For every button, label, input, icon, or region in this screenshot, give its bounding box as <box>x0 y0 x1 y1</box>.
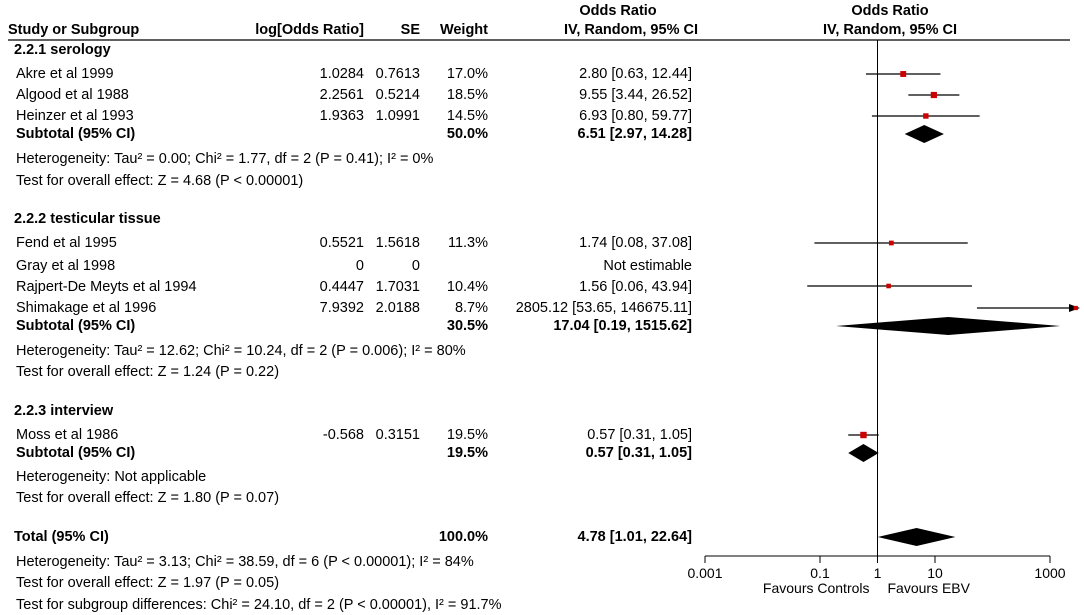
study-ci: 1.74 [0.08, 37.08] <box>579 235 692 251</box>
group-title: 2.2.2 testicular tissue <box>14 211 161 227</box>
subtotal-ci: 0.57 [0.31, 1.05] <box>585 445 692 461</box>
favours-right-label: Favours EBV <box>888 580 971 596</box>
study-ci: 6.93 [0.80, 59.77] <box>579 108 692 124</box>
overall-effect-text: Test for overall effect: Z = 1.80 (P = 0… <box>16 490 280 506</box>
plot-header-top: Odds Ratio <box>851 3 929 19</box>
overall-effect-text: Test for overall effect: Z = 4.68 (P < 0… <box>16 173 304 189</box>
total-weight: 100.0% <box>438 529 488 545</box>
study-se: 1.0991 <box>375 108 420 124</box>
or-header-top: Odds Ratio <box>579 3 657 19</box>
study-name: Fend et al 1995 <box>16 235 117 251</box>
study-header: Study or Subgroup <box>8 22 140 38</box>
study-name: Moss et al 1986 <box>16 427 119 443</box>
study-logor: 0 <box>355 258 364 274</box>
subtotal-label: Subtotal (95% CI) <box>16 126 136 142</box>
study-se: 0.3151 <box>375 427 420 443</box>
study-name: Algood et al 1988 <box>16 87 129 103</box>
subtotal-weight: 30.5% <box>446 318 488 334</box>
total-label: Total (95% CI) <box>14 529 109 545</box>
study-se: 0.7613 <box>375 66 420 82</box>
overall-effect-text: Test for overall effect: Z = 1.24 (P = 0… <box>16 364 280 380</box>
study-square <box>860 431 867 439</box>
study-logor: 2.2561 <box>319 87 364 103</box>
subtotal-label: Subtotal (95% CI) <box>16 445 136 461</box>
total-ci: 4.78 [1.01, 22.64] <box>577 529 692 545</box>
subtotal-ci: 6.51 [2.97, 14.28] <box>577 126 692 142</box>
total-overall-effect-text: Test for overall effect: Z = 1.97 (P = 0… <box>16 575 280 591</box>
study-logor: 0.4447 <box>319 279 364 295</box>
study-name: Akre et al 1999 <box>16 66 114 82</box>
heterogeneity-text: Heterogeneity: Not applicable <box>16 469 207 485</box>
x-tick-label: 1000 <box>1034 565 1065 581</box>
study-ci: 9.55 [3.44, 26.52] <box>579 87 692 103</box>
subtotal-label: Subtotal (95% CI) <box>16 318 136 334</box>
se-header: SE <box>400 22 420 38</box>
study-ci: 0.57 [0.31, 1.05] <box>587 427 692 443</box>
heterogeneity-text: Heterogeneity: Tau² = 0.00; Chi² = 1.77,… <box>16 151 434 167</box>
summary-diamond <box>836 317 1061 335</box>
study-se: 0.5214 <box>375 87 420 103</box>
study-name: Heinzer et al 1993 <box>16 108 134 124</box>
study-weight: 11.3% <box>447 235 488 251</box>
study-square <box>930 91 937 99</box>
study-square <box>888 240 894 246</box>
x-tick-label: 10 <box>927 565 943 581</box>
subtotal-weight: 19.5% <box>446 445 488 461</box>
study-se: 0 <box>411 258 420 274</box>
group-title: 2.2.3 interview <box>14 403 114 419</box>
total-heterogeneity-text: Heterogeneity: Tau² = 3.13; Chi² = 38.59… <box>16 554 474 570</box>
study-ci: 1.56 [0.06, 43.94] <box>579 279 692 295</box>
summary-diamond <box>848 444 879 462</box>
subtotal-ci: 17.04 [0.19, 1515.62] <box>553 318 692 334</box>
study-square <box>900 71 907 77</box>
study-weight: 18.5% <box>446 87 488 103</box>
study-weight: 17.0% <box>446 66 488 82</box>
study-se: 1.7031 <box>375 279 420 295</box>
study-ci: 2805.12 [53.65, 146675.11] <box>515 300 692 316</box>
study-se: 1.5618 <box>375 235 420 251</box>
study-name: Gray et al 1998 <box>16 258 116 274</box>
study-name: Rajpert-De Meyts et al 1994 <box>16 279 197 295</box>
logor-header: log[Odds Ratio] <box>255 22 364 38</box>
study-square <box>1073 305 1078 311</box>
study-weight: 10.4% <box>446 279 488 295</box>
study-square <box>923 113 929 119</box>
study-name: Shimakage et al 1996 <box>16 300 157 316</box>
x-tick-label: 1 <box>874 565 882 581</box>
study-logor: -0.568 <box>322 427 364 443</box>
subtotal-weight: 50.0% <box>446 126 488 142</box>
study-ci: 2.80 [0.63, 12.44] <box>579 66 692 82</box>
weight-header: Weight <box>439 22 488 38</box>
summary-diamond <box>877 528 956 546</box>
study-logor: 0.5521 <box>319 235 364 251</box>
ci-header: IV, Random, 95% CI <box>563 22 698 38</box>
study-weight: 8.7% <box>454 300 488 316</box>
subgroup-differences-text: Test for subgroup differences: Chi² = 24… <box>16 597 502 613</box>
study-weight: 19.5% <box>446 427 488 443</box>
study-square <box>886 283 891 289</box>
study-ci: Not estimable <box>603 258 692 274</box>
group-title: 2.2.1 serology <box>14 42 111 58</box>
summary-diamond <box>904 125 944 143</box>
study-weight: 14.5% <box>446 108 488 124</box>
heterogeneity-text: Heterogeneity: Tau² = 12.62; Chi² = 10.2… <box>16 343 466 359</box>
plot-header-sub: IV, Random, 95% CI <box>822 22 958 38</box>
study-logor: 1.0284 <box>319 66 364 82</box>
x-tick-label: 0.1 <box>810 565 830 581</box>
study-logor: 7.9392 <box>319 300 364 316</box>
favours-left-label: Favours Controls <box>763 580 870 596</box>
x-tick-label: 0.001 <box>687 565 722 581</box>
study-logor: 1.9363 <box>319 108 364 124</box>
study-se: 2.0188 <box>375 300 420 316</box>
